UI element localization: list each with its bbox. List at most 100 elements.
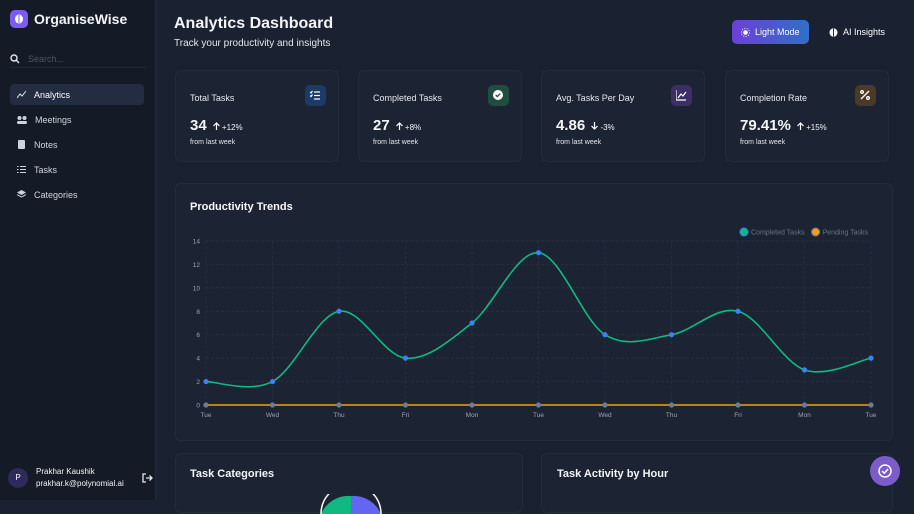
- user-name: Prakhar Kaushik: [36, 467, 95, 476]
- nav-icon: [17, 190, 26, 198]
- stat-card: Avg. Tasks Per Day 4.86 -3% from last week: [541, 70, 705, 162]
- point: [668, 332, 675, 338]
- nav-icon: [17, 116, 27, 124]
- stat-change-text: -3%: [600, 123, 615, 132]
- stat-label: Completion Rate: [740, 93, 808, 103]
- x-tick-label: Fri: [734, 412, 742, 419]
- stat-card: Completed Tasks 27 +8% from last week: [358, 70, 522, 162]
- search-placeholder: Search...: [28, 53, 65, 64]
- point: [203, 378, 209, 385]
- nav-label: Categories: [34, 189, 78, 200]
- y-tick-label: 2: [196, 379, 200, 386]
- brand[interactable]: OrganiseWise: [10, 10, 127, 28]
- light-mode-button[interactable]: Light Mode: [732, 20, 809, 44]
- stat-icon: [855, 85, 876, 106]
- pie-preview: [320, 494, 382, 514]
- chart-title: Productivity Trends: [190, 201, 293, 213]
- x-tick-label: Tue: [866, 412, 877, 419]
- point: [535, 250, 542, 256]
- stat-value-row: 27 +8%: [373, 117, 421, 134]
- point: [336, 402, 342, 408]
- stat-value-row: 34 +12%: [190, 117, 243, 134]
- search[interactable]: Search...: [10, 50, 146, 68]
- section-title: Task Categories: [190, 468, 275, 480]
- x-tick-label: Wed: [598, 412, 612, 419]
- stat-change-text: +15%: [806, 123, 827, 132]
- user-info: Prakhar Kaushik prakhar.k@polynomial.ai: [36, 467, 124, 488]
- stat-change: +8%: [395, 122, 422, 132]
- nav-label: Notes: [34, 139, 58, 150]
- legend-swatch: [739, 227, 749, 237]
- stat-icon-glyph: [310, 90, 320, 100]
- stat-icon-glyph: [493, 90, 503, 100]
- stat-value: 79.41%: [740, 117, 791, 134]
- x-tick-label: Wed: [266, 412, 280, 419]
- nav-item[interactable]: Analytics: [10, 84, 144, 105]
- avatar: P: [8, 467, 28, 488]
- stat-icon: [305, 85, 326, 106]
- point: [469, 320, 475, 326]
- stat-change: +12%: [212, 122, 243, 132]
- point: [402, 355, 409, 361]
- point: [668, 402, 675, 408]
- point: [868, 402, 874, 408]
- button-label: Light Mode: [755, 27, 800, 37]
- button-label: AI Insights: [843, 27, 886, 37]
- stat-icon: [488, 85, 509, 106]
- y-tick-label: 10: [193, 285, 201, 292]
- nav-item[interactable]: Meetings: [10, 109, 144, 130]
- user-email: prakhar.k@polynomial.ai: [36, 479, 124, 488]
- y-tick-label: 14: [193, 239, 201, 246]
- stat-value-row: 4.86 -3%: [556, 117, 615, 134]
- stat-card: Total Tasks 34 +12% from last week: [175, 70, 339, 162]
- point: [336, 308, 342, 314]
- nav-label: Meetings: [35, 114, 72, 125]
- stat-card: Completion Rate 79.41% +15% from last week: [725, 70, 889, 162]
- sun-icon: [741, 27, 750, 37]
- page: OrganiseWise Search... Analytics Meeting…: [8, 0, 900, 514]
- point: [735, 308, 741, 314]
- nav-label: Analytics: [34, 89, 71, 100]
- stat-note: from last week: [740, 139, 786, 146]
- point: [801, 367, 808, 373]
- y-tick-label: 12: [193, 262, 201, 269]
- nav-item[interactable]: Tasks: [10, 159, 144, 180]
- point: [269, 402, 276, 408]
- stat-icon: [671, 85, 692, 106]
- stat-label: Completed Tasks: [373, 93, 442, 103]
- legend-label: Completed Tasks: [751, 230, 805, 237]
- section-title: Task Activity by Hour: [557, 468, 669, 480]
- section-card: Task Categories: [175, 453, 523, 514]
- stat-value-row: 79.41% +15%: [740, 117, 827, 134]
- stat-change-text: +8%: [404, 123, 422, 132]
- legend-label: Pending Tasks: [823, 230, 869, 237]
- x-tick-label: Mon: [798, 412, 811, 419]
- logout-icon[interactable]: [142, 472, 153, 483]
- nav-item[interactable]: Notes: [10, 134, 144, 155]
- header: Analytics Dashboard Track your productiv…: [174, 15, 333, 49]
- section-card: Task Activity by Hour: [541, 453, 893, 513]
- trend-arrow: [591, 122, 599, 130]
- stat-icon-glyph: [860, 90, 870, 100]
- stat-note: from last week: [190, 139, 236, 146]
- stat-note: from last week: [373, 139, 419, 146]
- nav-item[interactable]: Categories: [10, 184, 144, 205]
- point: [203, 402, 209, 408]
- point: [602, 332, 608, 338]
- x-tick-label: Mon: [466, 412, 479, 419]
- y-tick-label: 6: [196, 332, 200, 339]
- stat-change-text: +12%: [221, 123, 243, 132]
- stat-icon-glyph: [676, 90, 687, 101]
- point: [269, 378, 276, 385]
- x-tick-label: Tue: [201, 412, 212, 419]
- point: [535, 402, 542, 408]
- fab-button[interactable]: [870, 456, 900, 486]
- trend-arrow: [395, 122, 403, 130]
- ai-insights-button[interactable]: AI Insights: [820, 20, 894, 44]
- stat-label: Avg. Tasks Per Day: [556, 93, 635, 103]
- page-title: Analytics Dashboard: [174, 15, 334, 32]
- nav-label: Tasks: [34, 164, 58, 175]
- brain-icon: [829, 27, 838, 37]
- page-subtitle: Track your productivity and insights: [174, 38, 331, 49]
- point: [469, 402, 475, 408]
